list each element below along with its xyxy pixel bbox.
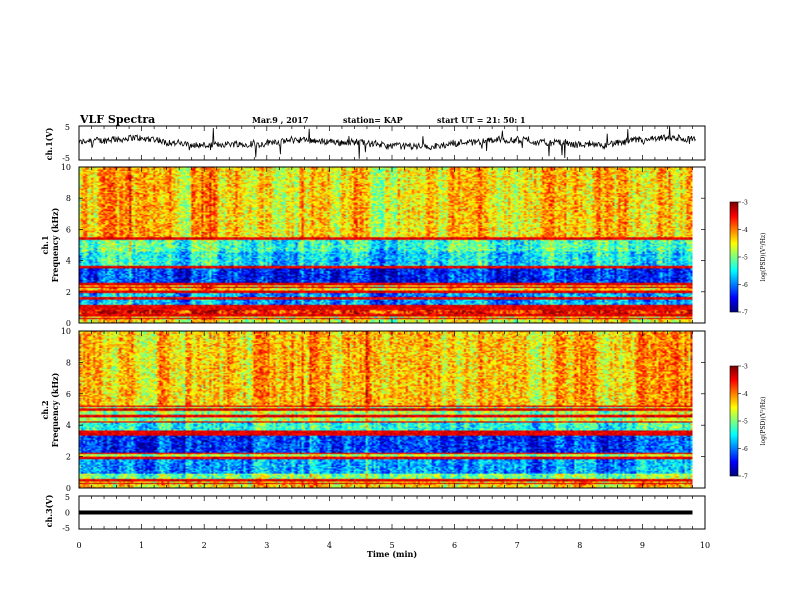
time-ticklabel: 3 [264, 541, 269, 550]
freq-ticklabel: 4 [66, 421, 71, 430]
time-ticklabel: 10 [700, 541, 710, 550]
ch1-spectrogram-ticks [78, 167, 706, 323]
ch1-waveform-frame [78, 125, 706, 161]
colorbar-ticklabel: -7 [742, 310, 748, 317]
ch3-waveform-ylabel: ch.3(V) [44, 494, 54, 527]
ch2-colorbar-label: log(PSD)(V²/Hz) [760, 397, 767, 446]
colorbar-ticklabel: -3 [742, 200, 748, 207]
freq-ticklabel: 0 [66, 484, 71, 493]
ch2-spectrogram-ylabel: ch.2Frequency (kHz) [40, 372, 60, 447]
ch1-waveform-line [78, 125, 696, 159]
colorbar-ticklabel: -6 [742, 282, 748, 289]
ch1-waveform-ylabel: ch.1(V) [44, 127, 54, 160]
freq-ticklabel: 10 [61, 327, 71, 336]
ch2-colorbar [730, 366, 738, 476]
time-ticklabel: 6 [452, 541, 457, 550]
freq-ticklabel: 4 [66, 257, 71, 266]
colorbar-ticklabel: -6 [742, 446, 748, 453]
ylabel-line: ch.1 [40, 235, 50, 254]
ylabel-line: Frequency (kHz) [50, 372, 60, 447]
freq-ticklabel: 10 [61, 163, 71, 172]
ch1-colorbar [730, 202, 738, 312]
date-label: Mar.9 , 2017 [252, 115, 309, 125]
ch1-waveform-panel: ch.1(V) 5 -5 [44, 123, 706, 163]
ch3-waveform-ticks [78, 496, 706, 529]
time-ticklabel: 8 [577, 541, 582, 550]
time-ticklabel: 2 [202, 541, 207, 550]
freq-ticklabel: 0 [66, 319, 71, 328]
time-ticklabel: 7 [515, 541, 520, 550]
ch1-spectrogram-image [79, 167, 693, 323]
ch2-spectrogram-panel: 0 2 4 6 8 10 ch.2Frequency (kHz) -3 -4 -5 -6 -7 l… [40, 327, 767, 493]
colorbar-ticklabel: -5 [742, 255, 748, 262]
ch2-spectrogram-ticks [78, 331, 706, 488]
freq-ticklabel: 2 [66, 288, 71, 297]
colorbar-ticklabel: -7 [742, 474, 748, 481]
ch1-waveform-ticks [78, 126, 706, 160]
time-axis-label: Time (min) [367, 549, 417, 559]
ch2-colorbar-ticks: -3 -4 -5 -6 -7 [738, 364, 748, 481]
freq-ticklabel: 2 [66, 453, 71, 462]
start-time-label: start UT = 21: 50: 1 [437, 115, 526, 125]
ch2-spectrogram-yticks: 0 2 4 6 8 10 [61, 327, 705, 493]
ch1-colorbar-label: log(PSD)(V²/Hz) [760, 233, 767, 282]
ch1-colorbar-ticks: -3 -4 -5 -6 -7 [738, 200, 748, 317]
ch1-spectrogram-panel: 0 2 4 6 8 10 ch.1Frequency (kHz) -3 -4 -5 -6 -7 l… [40, 163, 767, 328]
time-axis-ticklabels: 0 1 2 3 4 5 6 7 8 9 10 0 [65, 509, 710, 551]
ch3-ytick-bottom: -5 [62, 524, 70, 533]
ch1-ytick-bottom: -5 [62, 154, 70, 163]
freq-ticklabel: 6 [66, 390, 71, 399]
time-ticklabel: 1 [139, 541, 144, 550]
colorbar-ticklabel: -4 [742, 227, 748, 234]
ch3-ytick-mid: 0 [65, 509, 70, 518]
time-ticklabel: 0 [76, 541, 81, 550]
ch3-waveform-panel: ch.3(V) 5 -5 0 1 2 3 4 5 6 7 8 9 10 0 Time (min) [44, 493, 710, 559]
freq-ticklabel: 6 [66, 225, 71, 234]
ch2-spectrogram-image [79, 331, 693, 488]
colorbar-ticklabel: -4 [742, 391, 748, 398]
figure-title: VLF Spectra [79, 113, 155, 126]
time-ticklabel: 9 [640, 541, 645, 550]
colorbar-ticklabel: -3 [742, 364, 748, 371]
freq-ticklabel: 8 [66, 358, 71, 367]
time-ticklabel: 4 [327, 541, 332, 550]
ch1-spectrogram-ylabel: ch.1Frequency (kHz) [40, 207, 60, 282]
freq-ticklabel: 8 [66, 194, 71, 203]
ch1-spectrogram-yticks: 0 2 4 6 8 10 [61, 163, 705, 328]
ylabel-line: Frequency (kHz) [50, 207, 60, 282]
ch3-ytick-top: 5 [65, 493, 70, 502]
station-label: station= KAP [343, 115, 403, 125]
ylabel-line: ch.2 [40, 400, 50, 419]
time-ticklabel: 5 [389, 541, 394, 550]
colorbar-ticklabel: -5 [742, 419, 748, 426]
ch1-ytick-top: 5 [65, 123, 70, 132]
